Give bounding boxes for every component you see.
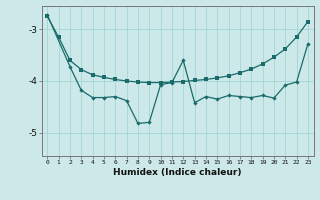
X-axis label: Humidex (Indice chaleur): Humidex (Indice chaleur): [113, 168, 242, 177]
